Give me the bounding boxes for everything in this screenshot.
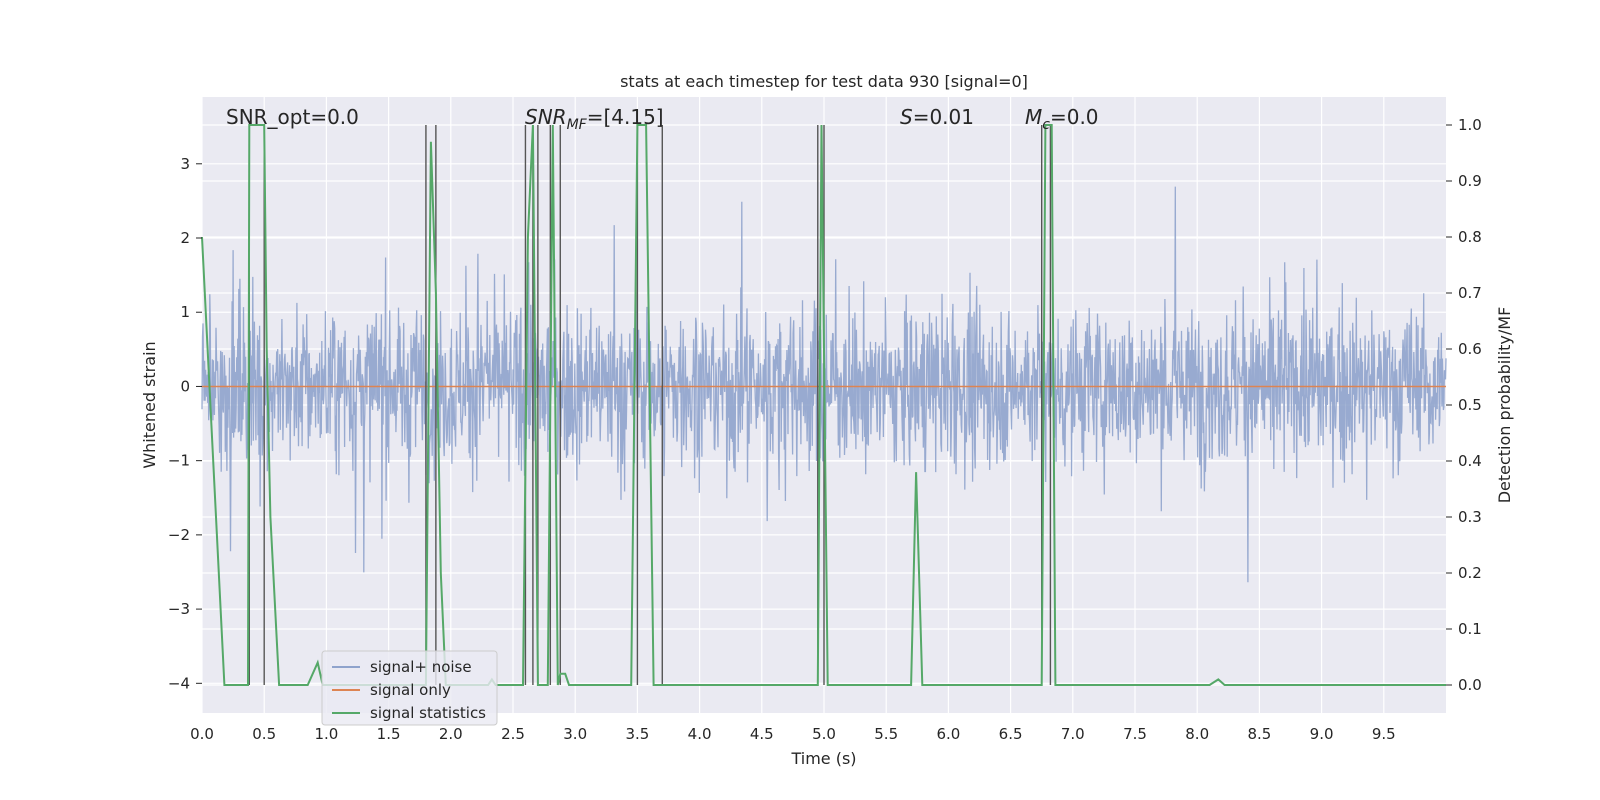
x-tick-label: 4.5 <box>750 725 774 743</box>
x-tick-label: 4.0 <box>688 725 712 743</box>
x-tick-label: 1.5 <box>377 725 401 743</box>
chart-title: stats at each timestep for test data 930… <box>620 72 1028 91</box>
x-tick-label: 2.5 <box>501 725 525 743</box>
left-y-tick-label: −4 <box>168 674 190 692</box>
x-tick-label: 7.0 <box>1061 725 1085 743</box>
legend: signal+ noise signal only signal statistic… <box>321 650 498 726</box>
x-tick-label: 2.0 <box>439 725 463 743</box>
x-tick-label: 5.0 <box>812 725 836 743</box>
annotation-mc-value: =0.0 <box>1050 105 1099 129</box>
annotation-snr-mf-value: =[4.15] <box>587 105 664 129</box>
left-y-tick-label: −1 <box>168 452 190 470</box>
annotation-s-value: =0.01 <box>913 105 974 129</box>
legend-label: signal only <box>370 681 451 699</box>
right-y-tick-label: 0.9 <box>1458 172 1482 190</box>
annotation-mc: Mc=0.0 <box>1025 105 1099 133</box>
x-tick-label: 9.5 <box>1372 725 1396 743</box>
legend-box <box>321 650 498 726</box>
right-y-tick-label: 0.6 <box>1458 340 1482 358</box>
x-axis-ticks: 0.0 0.5 1.0 1.5 2.0 2.5 3.0 3.5 4.0 4.5 5.0 5.5 6.0 6… <box>190 725 1396 743</box>
right-y-tick-label: 0.1 <box>1458 620 1482 638</box>
left-y-tick-label: 2 <box>180 229 190 247</box>
annotation-snr-opt: SNR_opt=0.0 <box>226 105 359 129</box>
left-y-tick-label: 1 <box>180 303 190 321</box>
annotation-s: S=0.01 <box>900 105 974 129</box>
right-y-tick-label: 1.0 <box>1458 116 1482 134</box>
left-y-tick-label: 0 <box>180 377 190 395</box>
right-y-tick-label: 0.5 <box>1458 396 1482 414</box>
x-tick-label: 1.0 <box>314 725 338 743</box>
annotation-s-var: S <box>900 105 913 129</box>
annotation-snr-mf: SNRMF=[4.15] <box>525 105 664 133</box>
annotation-mc-sub: c <box>1042 117 1050 133</box>
right-y-tick-label: 0.3 <box>1458 508 1482 526</box>
annotation-snr-mf-sub: MF <box>567 117 588 133</box>
left-y-tick-label: −2 <box>168 526 190 544</box>
right-y-tick-label: 0.4 <box>1458 452 1482 470</box>
x-tick-label: 3.5 <box>625 725 649 743</box>
x-axis-label: Time (s) <box>790 749 856 768</box>
x-tick-label: 8.5 <box>1247 725 1271 743</box>
x-tick-label: 0.0 <box>190 725 214 743</box>
right-y-tick-label: 0.2 <box>1458 564 1482 582</box>
legend-label: signal+ noise <box>370 658 472 676</box>
annotation-snr-mf-var: SNR <box>525 105 567 129</box>
x-tick-label: 6.5 <box>999 725 1023 743</box>
left-y-axis-label: Whitened strain <box>140 341 159 468</box>
left-y-axis-ticks: 3 2 1 0 −1 −2 −3 −4 <box>168 155 202 692</box>
right-y-tick-label: 0.8 <box>1458 228 1482 246</box>
x-tick-label: 0.5 <box>252 725 276 743</box>
x-tick-label: 7.5 <box>1123 725 1147 743</box>
x-tick-label: 8.0 <box>1185 725 1209 743</box>
right-y-axis-label: Detection probability/MF <box>1495 307 1514 504</box>
left-y-tick-label: 3 <box>180 155 190 173</box>
signal-statistics-series <box>201 124 1446 686</box>
right-y-axis-ticks: 1.0 0.9 0.8 0.7 0.6 0.5 0.4 0.3 0.2 0.1 0.0 <box>1446 116 1482 694</box>
legend-label: signal statistics <box>370 704 486 722</box>
right-y-tick-label: 0.7 <box>1458 284 1482 302</box>
x-tick-label: 5.5 <box>874 725 898 743</box>
left-y-tick-label: −3 <box>168 600 190 618</box>
x-tick-label: 6.0 <box>936 725 960 743</box>
signal-statistics-line <box>201 124 1446 686</box>
annotation-mc-var: M <box>1025 105 1042 129</box>
x-tick-label: 9.0 <box>1310 725 1334 743</box>
right-y-tick-label: 0.0 <box>1458 676 1482 694</box>
x-tick-label: 3.0 <box>563 725 587 743</box>
